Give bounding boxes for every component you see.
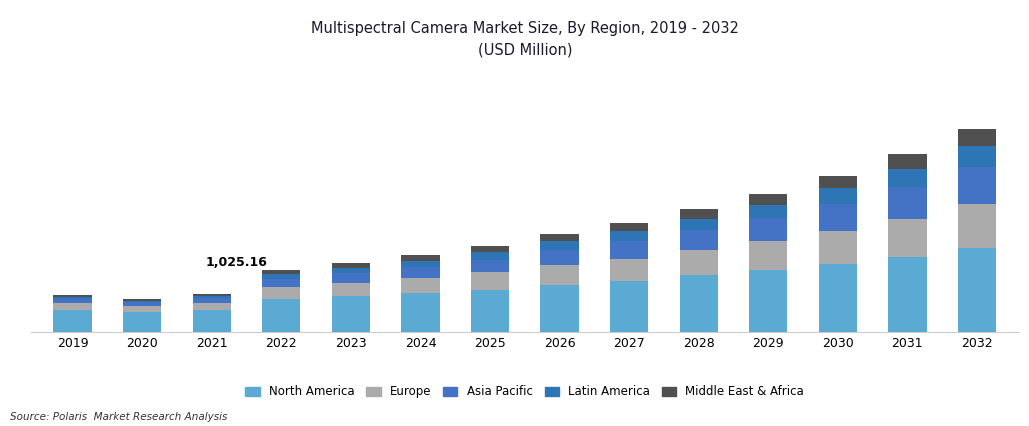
Bar bbox=[192, 310, 230, 332]
Bar bbox=[819, 188, 857, 204]
Bar bbox=[331, 273, 370, 283]
Bar bbox=[401, 255, 439, 261]
Bar bbox=[471, 246, 509, 252]
Bar bbox=[819, 176, 857, 188]
Bar bbox=[610, 259, 648, 281]
Bar bbox=[749, 194, 787, 205]
Text: Source: Polaris  Market Research Analysis: Source: Polaris Market Research Analysis bbox=[10, 412, 227, 422]
Bar bbox=[262, 299, 300, 332]
Bar bbox=[54, 310, 92, 332]
Bar bbox=[679, 230, 718, 250]
Bar bbox=[679, 276, 718, 332]
Bar bbox=[401, 268, 439, 278]
Bar bbox=[192, 303, 230, 310]
Bar bbox=[679, 250, 718, 276]
Bar bbox=[610, 231, 648, 242]
Bar bbox=[192, 298, 230, 303]
Bar bbox=[749, 270, 787, 332]
Bar bbox=[54, 303, 92, 310]
Bar bbox=[888, 256, 926, 332]
Bar bbox=[540, 285, 578, 332]
Bar bbox=[888, 169, 926, 187]
Bar bbox=[331, 263, 370, 268]
Bar bbox=[679, 209, 718, 219]
Bar bbox=[331, 283, 370, 296]
Bar bbox=[888, 219, 926, 256]
Bar bbox=[888, 154, 926, 169]
Bar bbox=[331, 268, 370, 273]
Bar bbox=[958, 204, 996, 248]
Bar bbox=[471, 273, 509, 290]
Bar bbox=[958, 129, 996, 146]
Bar bbox=[192, 294, 230, 296]
Bar bbox=[540, 241, 578, 250]
Bar bbox=[123, 312, 162, 332]
Bar bbox=[401, 261, 439, 268]
Bar bbox=[262, 270, 300, 274]
Legend: North America, Europe, Asia Pacific, Latin America, Middle East & Africa: North America, Europe, Asia Pacific, Lat… bbox=[241, 380, 809, 403]
Bar bbox=[610, 281, 648, 332]
Bar bbox=[471, 252, 509, 260]
Bar bbox=[54, 295, 92, 297]
Bar bbox=[540, 265, 578, 285]
Bar bbox=[123, 302, 162, 306]
Title: Multispectral Camera Market Size, By Region, 2019 - 2032
(USD Million): Multispectral Camera Market Size, By Reg… bbox=[311, 21, 739, 57]
Bar bbox=[401, 278, 439, 294]
Bar bbox=[610, 223, 648, 231]
Bar bbox=[819, 264, 857, 332]
Bar bbox=[54, 297, 92, 299]
Bar bbox=[610, 242, 648, 259]
Bar bbox=[262, 279, 300, 287]
Bar bbox=[331, 296, 370, 332]
Bar bbox=[471, 260, 509, 273]
Bar bbox=[401, 294, 439, 332]
Bar bbox=[123, 299, 162, 300]
Bar bbox=[262, 287, 300, 299]
Bar bbox=[679, 219, 718, 230]
Bar bbox=[54, 299, 92, 303]
Bar bbox=[819, 204, 857, 231]
Bar bbox=[123, 300, 162, 302]
Bar bbox=[819, 231, 857, 264]
Bar bbox=[540, 250, 578, 265]
Bar bbox=[888, 187, 926, 219]
Bar bbox=[958, 248, 996, 332]
Text: 1,025.16: 1,025.16 bbox=[205, 256, 268, 269]
Bar bbox=[123, 306, 162, 312]
Bar bbox=[749, 242, 787, 270]
Bar bbox=[958, 146, 996, 167]
Bar bbox=[192, 296, 230, 298]
Bar bbox=[958, 167, 996, 204]
Bar bbox=[749, 205, 787, 219]
Bar bbox=[471, 290, 509, 332]
Bar bbox=[749, 219, 787, 242]
Bar bbox=[262, 274, 300, 279]
Bar bbox=[540, 234, 578, 241]
